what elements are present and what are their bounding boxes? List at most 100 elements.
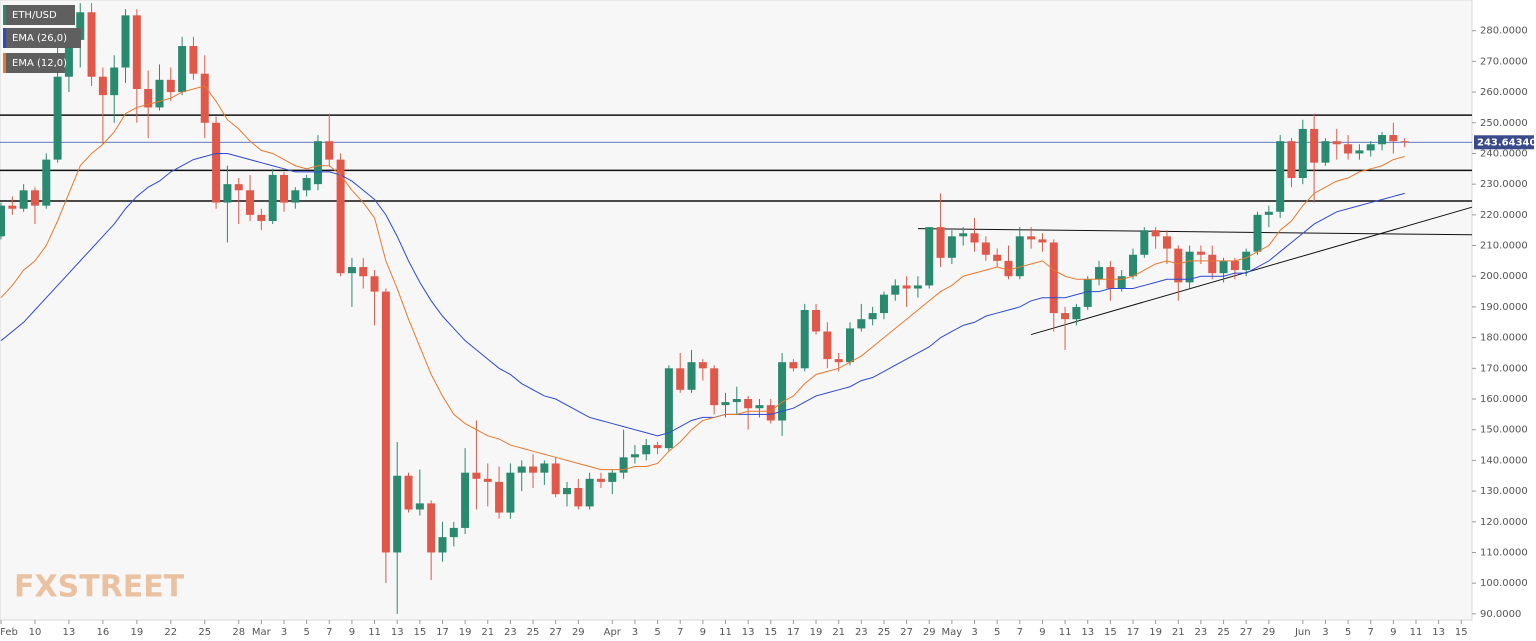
candle-body [959,233,968,237]
x-tick-label: 7 [326,627,332,638]
candle-body [529,466,538,473]
candle-body [1185,251,1194,283]
legend-box [3,5,75,25]
x-tick-label: 22 [164,627,177,638]
candle-body [336,159,345,274]
y-tick-label: 200.0000 [1480,271,1528,282]
candle-body [1117,276,1126,289]
candle-body [189,46,198,74]
y-tick-label: 260.0000 [1480,87,1528,98]
x-tick-label: 11 [1410,627,1423,638]
candle-body [1151,230,1160,237]
candle-body [370,276,379,292]
candle-body [936,227,945,258]
candle-body [347,267,356,274]
x-tick-label: 17 [1127,627,1140,638]
candle-body [121,15,130,68]
candle-body [178,46,187,93]
candle-body [268,174,277,221]
candle-body [110,67,119,96]
x-tick-label: 13 [391,627,404,638]
x-tick-label: 23 [504,627,517,638]
legend-label: ETH/USD [12,10,57,21]
x-tick-label: Feb [0,627,18,638]
candle-body [585,478,594,507]
candle-body [1162,236,1171,249]
candle-body [1038,239,1047,243]
candle-body [495,481,504,513]
candle-body [563,488,571,495]
ema-line [0,85,1405,471]
candle-body [1366,144,1375,151]
candle-body [744,399,753,409]
x-tick-label: 7 [1017,627,1023,638]
candle-body [1264,211,1273,215]
x-tick-label: 23 [1195,627,1208,638]
candle-body [540,463,549,473]
candle-body [993,254,1002,261]
candle-body [517,466,526,473]
y-tick-label: 190.0000 [1480,302,1528,313]
candle-body [8,205,17,209]
candle-body [19,190,28,209]
candle-body [212,122,221,203]
x-tick-label: Mar [252,627,272,638]
candle-body [981,242,990,255]
x-tick-label: 15 [1104,627,1117,638]
candle-body [257,214,266,221]
trend-line [1030,206,1473,336]
candle-body [1276,141,1285,212]
y-tick-label: 230.0000 [1480,179,1528,190]
x-tick-label: 9 [700,627,706,638]
candle-body [766,405,775,421]
candle-body [415,503,424,510]
candle-body [53,76,62,160]
y-tick-label: 90.0000 [1480,609,1521,620]
x-tick-label: 3 [1322,627,1328,638]
candle-body [676,368,685,390]
candle-body [291,190,300,203]
x-tick-label: 9 [1390,627,1396,638]
x-tick-label: 27 [900,627,913,638]
candle-body [438,537,447,553]
candle-body [87,12,96,77]
x-tick-label: May [942,627,963,638]
x-tick-label: 16 [97,627,110,638]
x-tick-label: 23 [855,627,868,638]
x-tick-label: 5 [994,627,1000,638]
legend-label: EMA (12,0) [12,58,67,69]
candle-body [857,319,866,329]
y-tick-label: 240.0000 [1480,148,1528,159]
x-tick-label: 5 [303,627,309,638]
candle-body [1027,236,1036,240]
candle-body [1344,144,1353,154]
candle-body [132,15,141,90]
candle-body [970,233,979,243]
candle-body [393,475,402,553]
candle-body [234,184,243,191]
x-tick-label: Jun [1294,627,1311,638]
y-tick-label: 170.0000 [1480,363,1528,374]
x-tick-label: 15 [764,627,777,638]
x-tick-label: 25 [1217,627,1230,638]
candle-body [1355,150,1364,154]
legend-swatch [3,28,6,48]
x-tick-label: 13 [742,627,755,638]
x-tick-label: 27 [1240,627,1253,638]
candle-body [687,362,696,390]
x-tick-label: 9 [349,627,355,638]
x-tick-label: 29 [1262,627,1275,638]
candle-body [1083,279,1092,307]
candle-body [732,399,741,403]
candle-body [30,190,39,206]
last-price-box [1474,135,1534,150]
candle-body [630,454,639,458]
y-tick-label: 280.0000 [1480,26,1528,37]
candle-body [1196,251,1205,255]
x-tick-label: 11 [368,627,381,638]
y-tick-label: 150.0000 [1480,425,1528,436]
candle-body [449,527,458,538]
x-tick-label: 3 [632,627,638,638]
